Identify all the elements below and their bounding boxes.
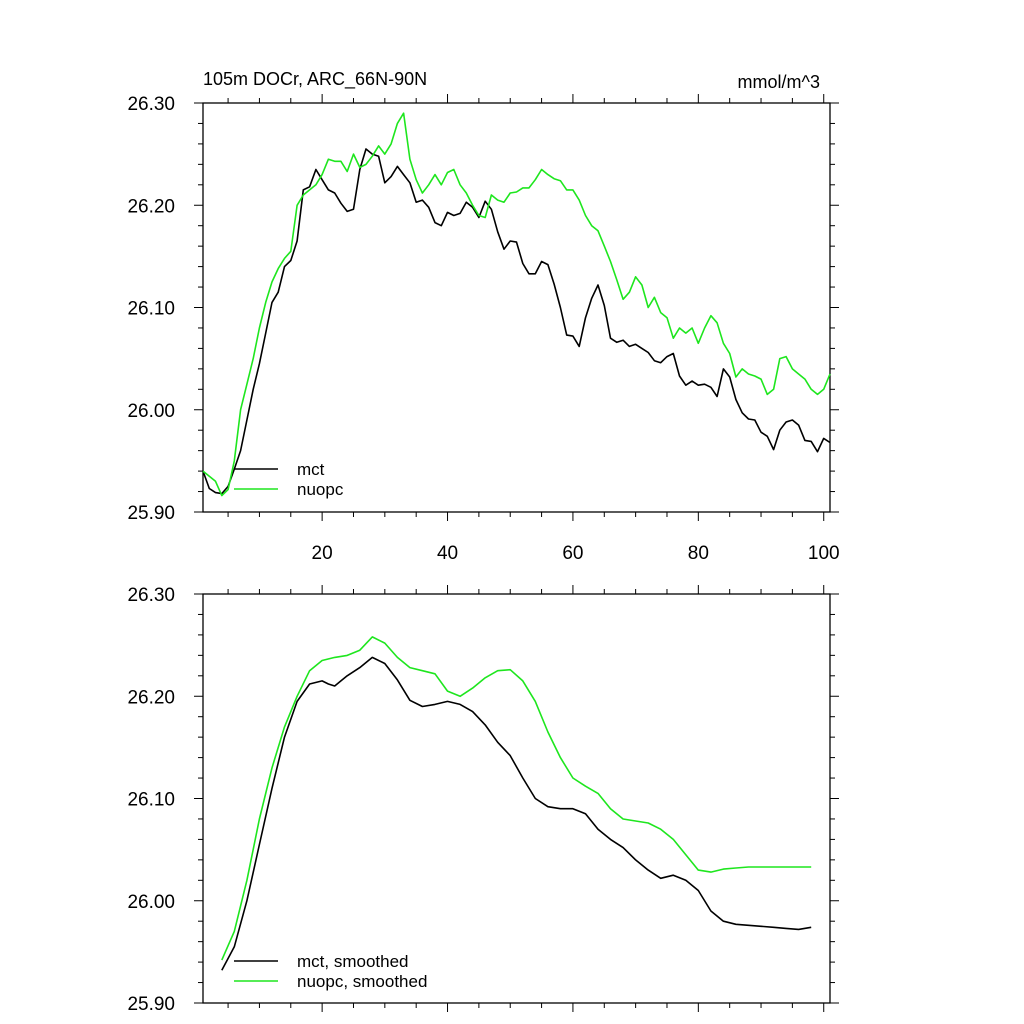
y-tick-label: 26.00 bbox=[127, 401, 175, 422]
plot-frame bbox=[202, 102, 831, 513]
y-tick-label: 26.20 bbox=[127, 196, 175, 217]
legend-label: mct bbox=[297, 460, 325, 479]
x-tick-label: 40 bbox=[437, 543, 458, 564]
y-tick-label: 25.90 bbox=[127, 503, 175, 524]
series-line-mct-smoothed bbox=[221, 656, 812, 971]
legend-label: nuopc, smoothed bbox=[297, 972, 427, 991]
y-tick-label: 26.00 bbox=[127, 892, 175, 913]
y-tick-label: 26.30 bbox=[127, 585, 175, 606]
x-tick-label: 100 bbox=[808, 543, 840, 564]
y-tick-label: 26.10 bbox=[127, 790, 175, 811]
top-panel: 25.90 26.00 26.10 26.20 26.30 20 40 60 80 100 105m… bbox=[127, 69, 839, 564]
chart-units: mmol/m^3 bbox=[738, 72, 820, 92]
y-tick-label: 25.90 bbox=[127, 994, 175, 1015]
y-tick-label: 26.20 bbox=[127, 687, 175, 708]
x-tick-label: 80 bbox=[688, 543, 709, 564]
chart-title: 105m DOCr, ARC_66N-90N bbox=[203, 69, 427, 90]
y-tick-label: 26.30 bbox=[127, 94, 175, 115]
y-tick-label: 26.10 bbox=[127, 299, 175, 320]
series-line-mct bbox=[202, 148, 831, 495]
series-line-nuopc-smoothed bbox=[221, 636, 812, 961]
legend-label: nuopc bbox=[297, 480, 344, 499]
legend-label: mct, smoothed bbox=[297, 952, 409, 971]
bottom-panel: 25.90 26.00 26.10 26.20 26.30 mct, smoothednu… bbox=[127, 585, 839, 1015]
series-line-nuopc bbox=[202, 112, 831, 497]
plot-frame bbox=[202, 593, 831, 1004]
x-tick-label: 20 bbox=[312, 543, 333, 564]
x-tick-label: 60 bbox=[562, 543, 583, 564]
